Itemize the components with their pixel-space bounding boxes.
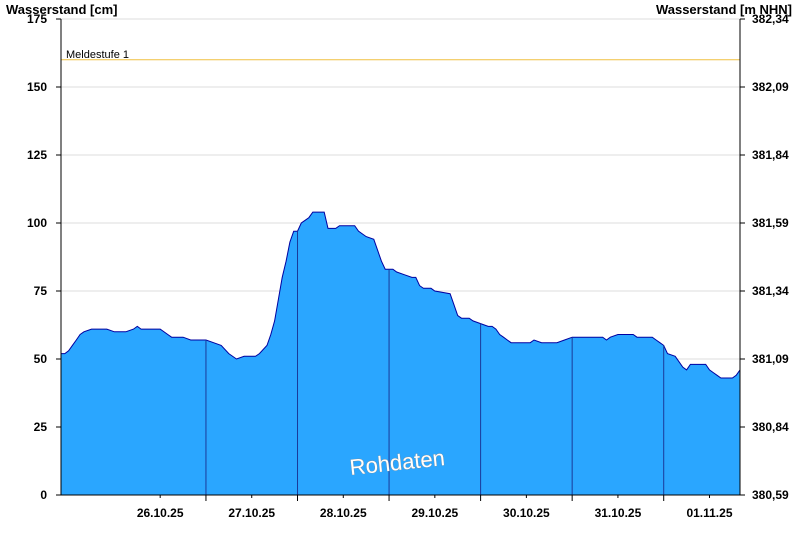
left-y-tick-label: 25 [34, 420, 48, 434]
left-y-tick-label: 0 [40, 488, 47, 502]
day-boundary-lines [205, 231, 665, 495]
right-y-tick-label: 382,09 [752, 80, 789, 94]
left-y-tick-label: 150 [27, 80, 47, 94]
right-y-tick-label: 381,09 [752, 352, 789, 366]
left-y-tick-label: 75 [34, 284, 48, 298]
x-tick-label: 27.10.25 [228, 506, 275, 520]
x-tick-label: 28.10.25 [320, 506, 367, 520]
x-tick-label: 30.10.25 [503, 506, 550, 520]
right-y-tick-label: 380,84 [752, 420, 789, 434]
water-level-line [61, 211, 741, 379]
left-y-tick-label: 125 [27, 148, 47, 162]
x-tick-label: 26.10.25 [137, 506, 184, 520]
right-y-tick-label: 380,59 [752, 488, 789, 502]
left-y-tick-label: 175 [27, 12, 47, 26]
left-y-tick-label: 50 [34, 352, 48, 366]
left-y-tick-label: 100 [27, 216, 47, 230]
x-tick-label: 01.11.25 [686, 506, 732, 520]
reference-line-label: Meldestufe 1 [66, 49, 129, 61]
x-tick-label: 29.10.25 [411, 506, 458, 520]
right-y-tick-label: 382,34 [752, 12, 789, 26]
plot-area [61, 211, 741, 495]
right-axis-title: Wasserstand [m NHN] [656, 2, 792, 17]
axes [60, 19, 741, 496]
x-tick-label: 31.10.25 [595, 506, 642, 520]
right-y-tick-labels: 380,59 380,84 381,09 381,34 381,59 381,84 382,… [740, 12, 789, 502]
x-tick-labels: 26.10.25 27.10.25 28.10.25 29.10.25 30.10.25… [137, 495, 733, 520]
water-level-area [61, 212, 740, 495]
left-axis-title: Wasserstand [cm] [6, 2, 118, 17]
right-y-tick-label: 381,34 [752, 284, 789, 298]
right-y-tick-label: 381,59 [752, 216, 789, 230]
right-y-tick-label: 381,84 [752, 148, 789, 162]
left-y-tick-labels: 0 25 50 75 100 125 150 175 [27, 12, 61, 502]
